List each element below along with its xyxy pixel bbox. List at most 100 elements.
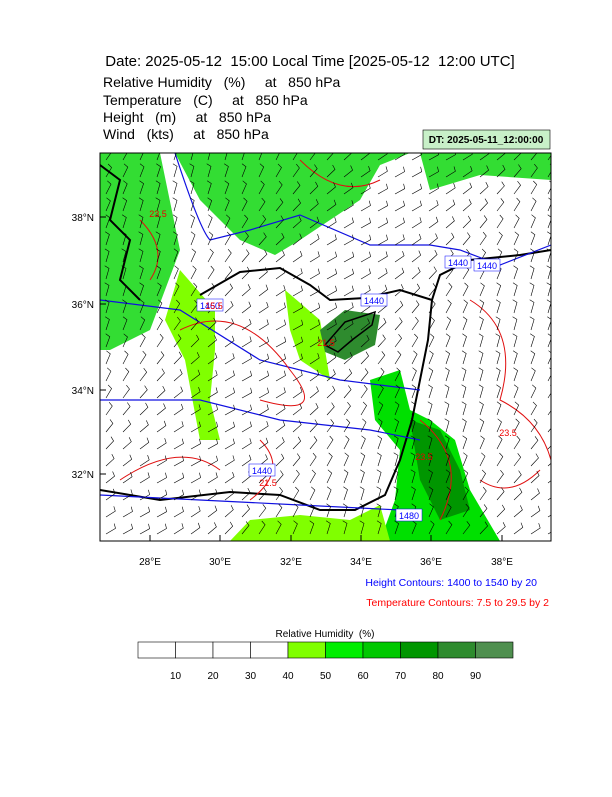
wind-barb [258, 387, 269, 399]
wind-barb [462, 503, 470, 518]
wind-barb [190, 489, 201, 501]
wind-barb [462, 469, 469, 484]
wind-barb [343, 251, 355, 263]
wind-barb [173, 153, 177, 161]
wind-barb [547, 333, 551, 348]
wind-barb [190, 317, 199, 331]
wind-barb [122, 333, 128, 348]
wind-barb [513, 401, 520, 416]
wind-barb [342, 520, 348, 535]
colorbar-label: 60 [357, 671, 369, 682]
wind-barb [546, 248, 551, 263]
wind-barb [513, 181, 521, 195]
wind-barb [139, 523, 150, 535]
wind-barb [394, 367, 401, 382]
wind-barb [275, 453, 285, 467]
colorbar-box [287, 641, 326, 659]
wind-barb [546, 299, 551, 314]
wind-barb [241, 319, 252, 331]
wind-barb [410, 418, 416, 433]
wind-barb [241, 404, 252, 416]
wind-barb [428, 299, 436, 314]
wind-barb [411, 520, 417, 535]
wind-barb [122, 489, 133, 501]
wind-barb [275, 267, 286, 280]
wind-barb [292, 403, 303, 416]
wind-barb [190, 387, 201, 399]
wind-barb [309, 319, 320, 331]
wind-barb [275, 437, 285, 450]
wind-barb [326, 352, 337, 365]
wind-barb [241, 421, 252, 433]
wind-barb [546, 282, 551, 297]
wind-barb [427, 418, 433, 433]
wind-barb [206, 180, 212, 195]
wind-barb [241, 284, 251, 297]
wind-barb [139, 153, 144, 161]
wind-barb [207, 231, 214, 246]
wind-barb [173, 489, 184, 501]
wind-barb [241, 163, 247, 178]
wind-barb [495, 316, 501, 331]
wind-barb [360, 251, 371, 263]
wind-barb [292, 268, 303, 280]
wind-barb [428, 316, 435, 331]
wind-barb [479, 231, 487, 246]
info-line: Height (m) at 850 hPa [103, 109, 271, 125]
wind-barb [547, 214, 551, 229]
wind-barb [122, 163, 129, 178]
wind-barb [530, 163, 538, 178]
wind-barb [479, 282, 485, 297]
wind-barb [139, 420, 149, 433]
wind-barb [309, 486, 316, 501]
wind-barb [224, 249, 232, 263]
wind-barb [156, 455, 167, 467]
wind-barb [359, 503, 365, 518]
wind-barb [224, 180, 230, 195]
wind-barb [445, 153, 456, 161]
wind-barb [155, 180, 161, 195]
wind-barb [326, 319, 337, 331]
wind-barb [156, 333, 164, 348]
wind-barb [462, 232, 471, 246]
wind-barb [428, 350, 434, 365]
height-contour-label: 1480 [399, 511, 419, 521]
wind-barb [326, 268, 337, 280]
wind-barb [343, 435, 350, 450]
wind-barb [428, 153, 440, 161]
wind-barb [547, 410, 551, 416]
wind-barb [292, 216, 302, 229]
lon-label: 36°E [420, 557, 442, 568]
wind-barb [428, 283, 437, 297]
wind-barb [326, 385, 336, 399]
wind-barb [292, 319, 304, 331]
wind-barb [530, 418, 538, 433]
wind-barb [207, 455, 218, 467]
wind-barb [207, 335, 217, 348]
wind-barb [530, 214, 536, 229]
wind-barb [139, 299, 145, 314]
wind-barb [496, 181, 505, 195]
wind-barb [224, 197, 230, 212]
wind-barb [275, 302, 286, 314]
wind-barb [461, 418, 467, 433]
wind-barb [513, 487, 523, 501]
wind-barb [207, 317, 217, 331]
lon-label: 34°E [350, 557, 372, 568]
wind-barb [105, 180, 112, 195]
wind-barb [445, 183, 456, 195]
wind-barb [360, 268, 371, 280]
wind-barb [309, 386, 319, 399]
wind-barb [427, 401, 433, 416]
wind-barb [462, 199, 472, 212]
wind-barb [241, 353, 252, 365]
wind-barb [275, 404, 286, 416]
wind-barb [547, 445, 551, 450]
wind-barb [207, 248, 214, 263]
wind-barb [530, 453, 539, 467]
info-line: Wind (kts) at 850 hPa [103, 126, 269, 142]
wind-barb [190, 153, 194, 161]
wind-barb [292, 233, 302, 246]
wind-barb [377, 351, 386, 365]
wind-barb [529, 316, 535, 331]
